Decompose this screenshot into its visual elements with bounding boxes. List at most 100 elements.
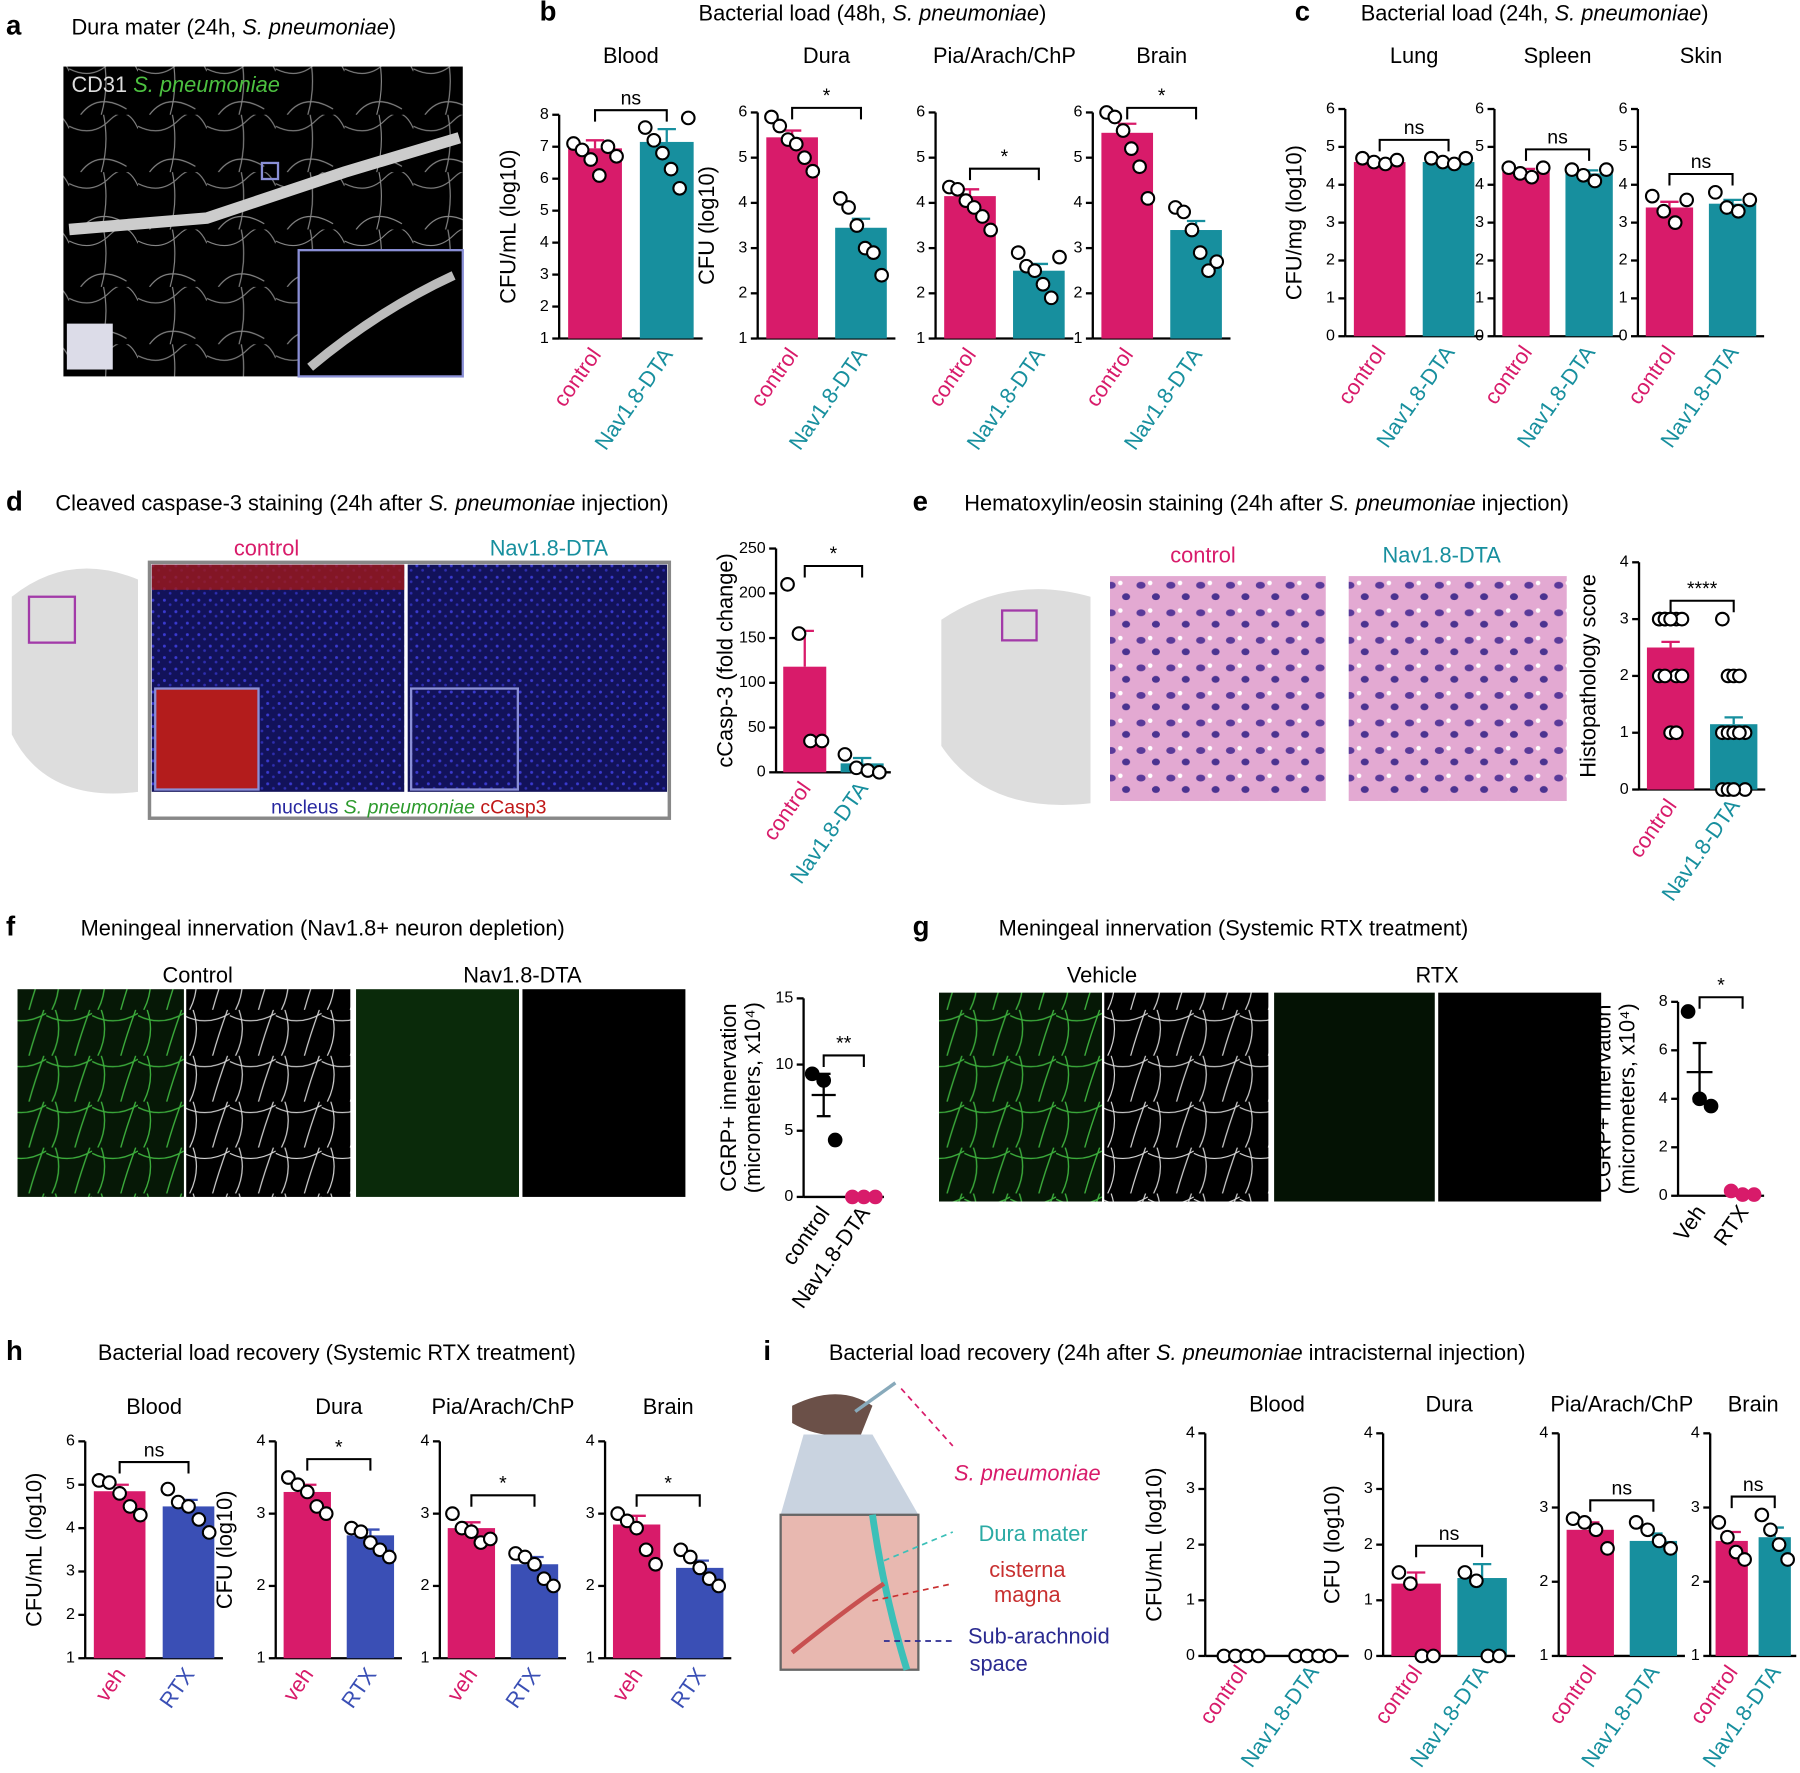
stain-layer [151, 564, 405, 590]
data-point [181, 1499, 196, 1514]
image-caption: nucleus S. pneumoniae cCasp3 [271, 797, 546, 819]
category-label: veh [607, 1663, 648, 1706]
leader-lines [872, 1387, 954, 1642]
data-point [112, 1486, 127, 1501]
data-point [1674, 668, 1690, 684]
image-label: RTX [1415, 962, 1459, 987]
panel-letter: a [6, 9, 22, 40]
data-point [610, 1506, 626, 1521]
category-label: control [1194, 1661, 1252, 1729]
panel-title: Hematoxylin/eosin staining (24h after S.… [964, 491, 1569, 516]
data-point [1720, 1529, 1735, 1545]
microscopy-image [522, 989, 686, 1197]
y-tick-label: 7 [540, 137, 549, 155]
brain-icon [66, 323, 113, 370]
data-point [764, 109, 779, 125]
vessel [68, 132, 461, 236]
chart-title: Pia/Arach/ChP [431, 1394, 574, 1419]
data-point [600, 139, 616, 155]
y-tick-label: 2 [1326, 251, 1335, 269]
y-tick-label: 5 [1619, 137, 1628, 155]
category-label: veh [442, 1663, 483, 1706]
data-point [701, 1571, 717, 1587]
data-point [1469, 1573, 1484, 1589]
chart-title: Skin [1680, 43, 1722, 68]
category-label: RTX [665, 1662, 711, 1712]
inset-image [409, 687, 520, 791]
y-tick-label: 0 [1364, 1646, 1373, 1664]
chart-title: Blood [1249, 1392, 1305, 1417]
y-tick-label: 1 [1364, 1591, 1373, 1609]
y-tick-label: 0 [1659, 1186, 1668, 1204]
y-tick-label: 0 [1326, 326, 1335, 344]
data-point [816, 1073, 832, 1088]
data-point [1132, 159, 1147, 175]
bar [1170, 230, 1222, 339]
image-label: CD31 S. pneumoniae [71, 72, 279, 97]
data-point [646, 132, 662, 148]
data-point [1628, 1515, 1644, 1530]
category-label: RTX [154, 1662, 200, 1712]
data-point [1587, 173, 1603, 189]
diagram-label: Dura mater [979, 1521, 1088, 1546]
microscopy-image [186, 989, 351, 1197]
mouse-head [792, 1394, 873, 1436]
data-point [527, 1556, 542, 1572]
dura-layer [869, 1514, 911, 1671]
y-tick-label: 4 [586, 1432, 595, 1450]
data-point [1457, 1565, 1473, 1580]
image-label: Nav1.8-DTA [463, 962, 582, 987]
data-point [363, 1535, 378, 1550]
data-point [788, 136, 804, 152]
significance-label: ns [621, 87, 642, 109]
y-tick-label: 2 [1186, 1535, 1195, 1553]
data-point [536, 1571, 552, 1587]
title-part: Meningeal innervation (Systemic RTX trea… [999, 915, 1469, 940]
y-tick-label: 2 [586, 1576, 595, 1594]
title-part: injection) [575, 491, 668, 516]
significance-label: ns [144, 1439, 165, 1461]
data-point [1577, 1515, 1592, 1530]
y-tick-label: 1 [1620, 723, 1629, 741]
y-tick-label: 5 [66, 1475, 75, 1493]
image-label: Vehicle [1067, 962, 1137, 987]
data-point [1446, 156, 1462, 172]
data-point [1524, 169, 1540, 185]
y-tick-label: 1 [1691, 1646, 1700, 1664]
chart-title: Pia/Arach/ChP [1550, 1392, 1693, 1417]
data-point [1679, 192, 1695, 208]
chart-title: Brain [1728, 1392, 1779, 1417]
y-tick-label: 6 [1659, 1041, 1668, 1059]
y-tick-label: 5 [916, 148, 925, 166]
significance-bracket [1589, 1499, 1655, 1512]
bar [783, 666, 827, 773]
significance-bracket [803, 564, 864, 578]
data-point [673, 1542, 689, 1558]
y-tick-label: 1 [1326, 289, 1335, 307]
data-point [1742, 192, 1758, 208]
data-point [1692, 1091, 1707, 1107]
data-point [1732, 668, 1747, 684]
region-marker [27, 595, 77, 644]
significance-bracket [1698, 996, 1744, 1009]
data-point [619, 1513, 635, 1529]
inset-image [154, 687, 260, 791]
significance-bracket [118, 1460, 190, 1474]
data-point [841, 200, 856, 215]
data-point [1763, 1522, 1778, 1538]
y-tick-label: 4 [1074, 193, 1083, 211]
y-tick-label: 0 [1186, 1646, 1195, 1664]
significance-bracket [1126, 106, 1198, 120]
data-point [591, 168, 607, 183]
y-tick-label: 4 [1186, 1424, 1195, 1442]
data-point [290, 1477, 306, 1493]
data-point [1458, 150, 1474, 166]
y-axis-label: CFU/mL (log10) [22, 1473, 47, 1627]
data-point [517, 1549, 533, 1565]
category-label: control [1543, 1661, 1601, 1729]
title-part: S. pneumoniae [892, 1, 1039, 26]
error-bar [852, 756, 872, 764]
y-tick-label: 150 [739, 628, 766, 646]
significance-label: * [335, 1436, 343, 1458]
